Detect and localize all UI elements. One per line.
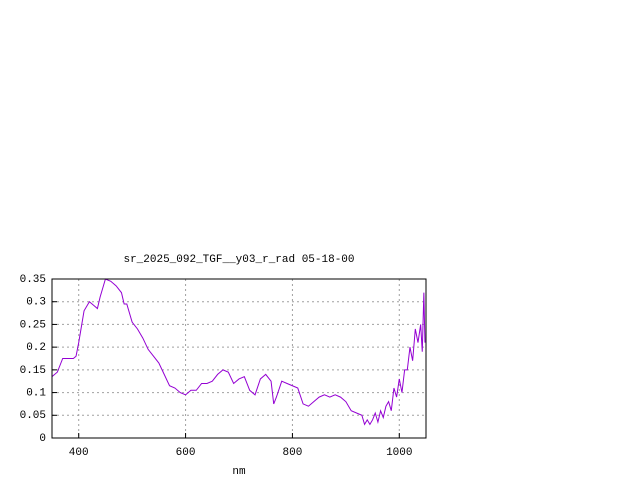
y-tick-label: 0.05: [20, 410, 46, 422]
plot-border: [51, 278, 427, 439]
y-tick-label: 0.1: [26, 387, 46, 399]
x-axis-label: nm: [232, 466, 246, 478]
y-tick-label: 0.15: [20, 365, 46, 377]
x-tick-label: 600: [176, 447, 196, 459]
y-tick-label: 0: [39, 433, 46, 445]
y-tick-label: 0.35: [20, 274, 46, 286]
chart-title: sr_2025_092_TGF__y03_r_rad 05-18-00: [123, 254, 354, 266]
data-line: [51, 278, 426, 426]
x-tick-label: 400: [69, 447, 89, 459]
x-tick-label: 1000: [386, 447, 412, 459]
y-tick-label: 0.25: [20, 319, 46, 331]
y-tick-label: 0.3: [26, 297, 46, 309]
x-tick-label: 800: [283, 447, 303, 459]
y-tick-label: 0.2: [26, 342, 46, 354]
